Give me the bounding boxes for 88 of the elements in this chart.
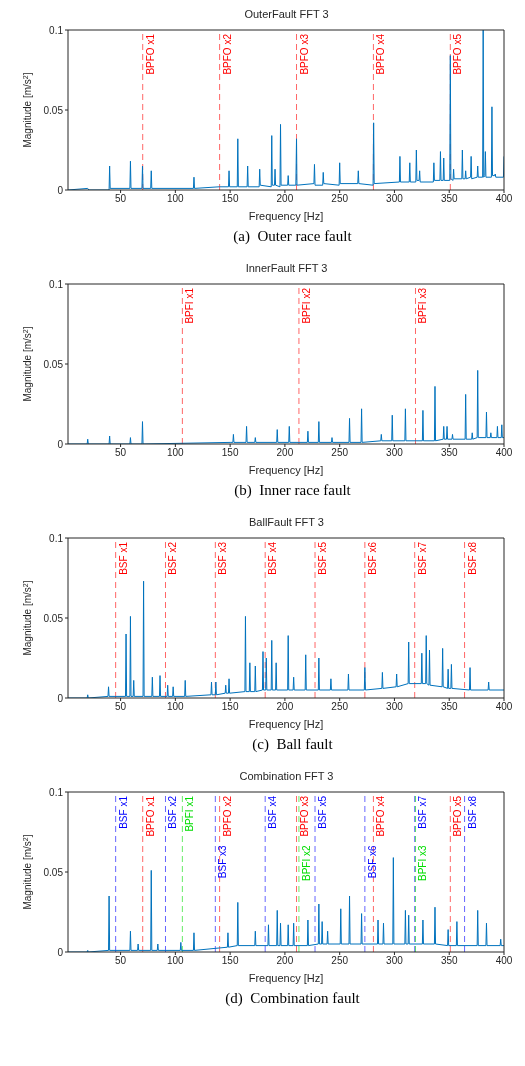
ref-line-label: BPFO x4 — [375, 795, 387, 837]
y-tick-label: 0 — [57, 946, 64, 958]
ref-line-label: BPFO x4 — [375, 33, 387, 75]
ref-line-label: BSF x6 — [366, 844, 378, 879]
ref-line-label: BPFO x3 — [298, 33, 310, 75]
y-tick-label: 0.1 — [49, 24, 64, 36]
x-axis-title: Frequency [Hz] — [248, 718, 324, 730]
x-tick-label: 400 — [495, 447, 513, 459]
x-axis-title: Frequency [Hz] — [248, 972, 324, 984]
ref-line-label: BSF x4 — [267, 541, 279, 575]
x-tick-label: 350 — [440, 447, 459, 459]
text: (a) Outer race fault — [232, 228, 353, 246]
x-tick-label: 200 — [276, 193, 294, 205]
x-tick-label: 350 — [440, 955, 459, 967]
y-tick-label: 0.1 — [49, 786, 64, 798]
chart-title: Combination FFT 3 — [238, 770, 335, 784]
chart-title: InnerFault FFT 3 — [244, 262, 329, 276]
text: (b) Inner race fault — [233, 482, 352, 500]
x-tick-label: 200 — [276, 447, 294, 459]
ref-line-label: BPFI x3 — [417, 287, 429, 324]
ref-line-label: BPFO x1 — [144, 33, 156, 75]
ref-line-label: BSF x6 — [366, 541, 378, 575]
chart-title: OuterFault FFT 3 — [243, 8, 330, 22]
text: (d) Combination fault — [224, 990, 361, 1008]
x-tick-label: 50 — [115, 447, 127, 459]
y-tick-label: 0.05 — [43, 612, 64, 624]
x-tick-label: 150 — [221, 701, 239, 713]
x-tick-label: 350 — [440, 701, 459, 713]
x-tick-label: 250 — [331, 447, 349, 459]
x-tick-label: 50 — [115, 955, 127, 967]
x-tick-label: 100 — [167, 193, 185, 205]
ref-line-label: BPFI x2 — [300, 844, 312, 881]
y-tick-label: 0.1 — [49, 278, 64, 290]
ref-line-label: BSF x3 — [217, 844, 229, 879]
y-tick-label: 0.1 — [49, 532, 64, 544]
ref-line-label: BPFO x1 — [144, 795, 156, 837]
ref-line-label: BSF x4 — [267, 795, 279, 829]
x-tick-label: 150 — [221, 447, 239, 459]
x-tick-label: 300 — [386, 701, 404, 713]
y-tick-label: 0 — [57, 438, 64, 450]
ref-line-label: BPFO x3 — [298, 795, 310, 837]
x-tick-label: 50 — [115, 193, 127, 205]
x-tick-label: 100 — [167, 447, 185, 459]
x-tick-label: 200 — [276, 701, 294, 713]
ref-line-label: BSF x1 — [117, 541, 129, 575]
x-tick-label: 150 — [221, 955, 239, 967]
y-tick-label: 0 — [57, 692, 64, 704]
x-tick-label: 250 — [331, 955, 349, 967]
ref-line-label: BSF x3 — [217, 541, 229, 575]
x-tick-label: 350 — [440, 193, 459, 205]
x-tick-label: 400 — [495, 701, 513, 713]
ref-line-label: BSF x1 — [117, 795, 129, 829]
ref-line-label: BPFI x2 — [300, 287, 312, 324]
y-tick-label: 0.05 — [43, 104, 64, 116]
ref-line-label: BPFO x2 — [221, 795, 233, 837]
x-tick-label: 250 — [331, 701, 349, 713]
ref-line-label: BPFI x3 — [417, 844, 429, 881]
x-tick-label: 300 — [386, 955, 404, 967]
x-tick-label: 100 — [167, 701, 185, 713]
ref-line-label: BSF x5 — [317, 795, 329, 829]
ref-line-label: BSF x7 — [416, 541, 428, 575]
ref-line-label: BSF x7 — [416, 795, 428, 829]
ref-line-label: BSF x8 — [466, 541, 478, 575]
ref-line-label: BPFI x1 — [184, 287, 196, 324]
ref-line-label: BPFO x2 — [221, 33, 233, 75]
x-axis-title: Frequency [Hz] — [248, 210, 324, 222]
x-tick-label: 250 — [331, 193, 349, 205]
text: (c) Ball fault — [251, 736, 334, 754]
ref-line-label: BPFI x1 — [184, 795, 196, 832]
chart-title: BallFault FFT 3 — [248, 516, 325, 530]
ref-line-label: BPFO x5 — [452, 795, 464, 837]
x-tick-label: 100 — [167, 955, 185, 967]
y-tick-label: 0.05 — [43, 866, 64, 878]
ref-line-label: BSF x5 — [317, 541, 329, 575]
y-tick-label: 0.05 — [43, 358, 64, 370]
x-axis-title: Frequency [Hz] — [248, 464, 324, 476]
x-tick-label: 200 — [276, 955, 294, 967]
x-tick-label: 150 — [221, 193, 239, 205]
y-tick-label: 0 — [57, 184, 64, 196]
ref-line-label: BSF x2 — [167, 541, 179, 575]
ref-line-label: BSF x2 — [167, 795, 179, 829]
ref-line-label: BPFO x5 — [452, 33, 464, 75]
x-tick-label: 400 — [495, 955, 513, 967]
x-tick-label: 300 — [386, 193, 404, 205]
x-tick-label: 50 — [115, 701, 127, 713]
x-tick-label: 400 — [495, 193, 513, 205]
ref-line-label: BSF x8 — [466, 795, 478, 829]
x-tick-label: 300 — [386, 447, 404, 459]
